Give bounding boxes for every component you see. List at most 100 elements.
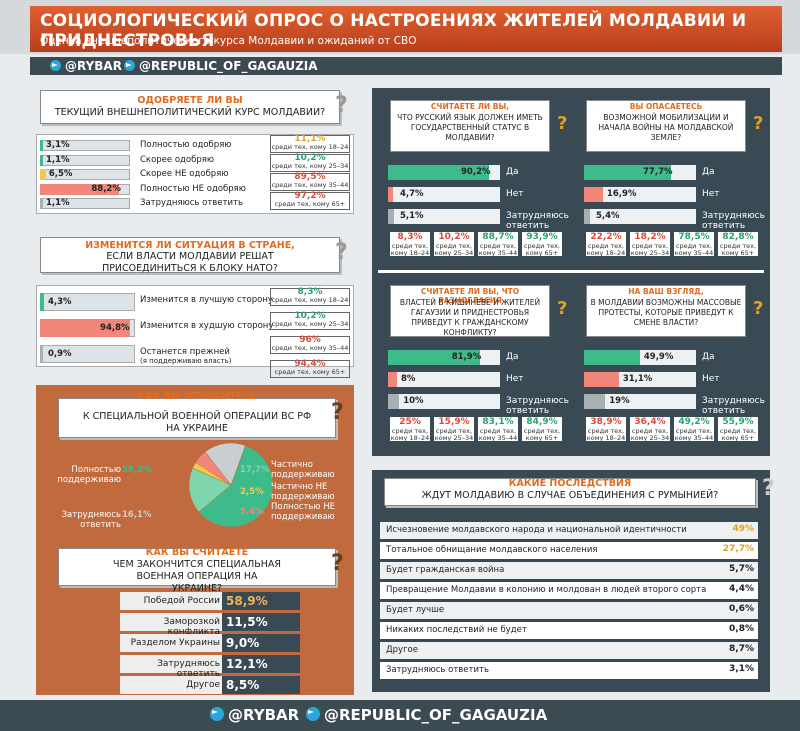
q2-stat-box — [270, 360, 350, 378]
q4-option-value: 9,0% — [226, 636, 260, 650]
q1-stat-box — [270, 173, 350, 191]
q1-title-a: ОДОБРЯЕТЕ ЛИ ВЫ — [137, 95, 243, 106]
telegram-icon — [210, 707, 224, 721]
q6-stat-box — [674, 232, 714, 256]
q3-slice-category: Частично поддерживаю — [271, 460, 335, 480]
q1-option-label: Полностью одобряю — [140, 140, 232, 150]
q3-slice-value: 5,4% — [240, 507, 264, 517]
q3-pie-slice — [198, 445, 274, 528]
q6-question-box — [586, 100, 746, 152]
q8-stat-age: среди тех, кому 18–24 — [586, 427, 626, 442]
q9-option-value: 0,8% — [729, 624, 754, 634]
q1-bar — [40, 198, 43, 209]
q4-value-bg — [222, 676, 300, 694]
q2-option-label: Изменится в худшую сторону — [140, 321, 274, 331]
q7-stat-age: среди тех, кому 25–34 — [434, 427, 474, 442]
handle-gagauzia-top[interactable]: @REPUBLIC_OF_GAGAUZIA — [124, 59, 318, 73]
q1-stat-age: среди тех, кому 65+ — [274, 200, 346, 208]
question-mark-icon: ? — [557, 298, 568, 319]
question-mark-icon: ? — [753, 113, 764, 134]
q9-option-value: 5,7% — [729, 564, 754, 574]
q6-bar — [584, 187, 603, 202]
q6-stat-age: среди тех, кому 35–44 — [674, 242, 714, 257]
q5-stat-age: среди тех, кому 25–34 — [434, 242, 474, 257]
q2-stat-value: 8,3% — [297, 287, 323, 297]
q1-question-box — [40, 90, 340, 124]
q8-title-b: В МОЛДАВИИ ВОЗМОЖНЫ МАССОВЫЕ ПРОТЕСТЫ, К… — [590, 298, 742, 327]
q9-row-bg — [380, 642, 758, 659]
q1-stat-box — [270, 135, 350, 153]
q5-stat-box — [522, 232, 562, 256]
question-mark-icon: ? — [331, 551, 344, 576]
q1-stat-box — [270, 154, 350, 172]
q9-row-bg — [380, 622, 758, 639]
q4-option-label: Победой России — [143, 596, 220, 606]
q4-option-value: 58,9% — [226, 594, 268, 608]
q8-bar — [584, 394, 606, 409]
q7-stat-box — [390, 417, 430, 441]
q8-bar-label: 49,9% — [643, 352, 674, 362]
q3-slice-category: Полностью НЕ поддерживаю — [271, 502, 336, 522]
q2-option-note: (я поддерживаю власть) — [140, 357, 232, 365]
q6-stat-box — [586, 232, 626, 256]
q7-bar-label: 10% — [403, 396, 424, 406]
q6-bar-label: 77,7% — [643, 167, 673, 177]
q5-question-box — [390, 100, 550, 152]
q1-stat-age: среди тех, кому 25–34 — [271, 162, 349, 170]
q2-stat-box — [270, 288, 350, 306]
q5-stat-box — [478, 232, 518, 256]
q8-bar — [584, 372, 619, 387]
q2-bar — [40, 345, 43, 363]
q5-bar-track — [388, 209, 500, 224]
q1-stat-box — [270, 192, 350, 210]
q9-option-label: Никаких последствий не будет — [386, 625, 527, 635]
q6-stat-age: среди тех, кому 65+ — [719, 242, 757, 257]
q1-bar-label: 6,5% — [48, 169, 73, 179]
q7-stat-box — [478, 417, 518, 441]
q7-bar-track — [388, 372, 500, 387]
q1-option-label: Скорее НЕ одобряю — [140, 169, 229, 179]
q9-option-label: Будет лучше — [386, 605, 445, 615]
q7-stat-box — [434, 417, 474, 441]
handle-rybar-top[interactable]: @RYBAR — [50, 59, 122, 73]
q1-stat-value: 97,2% — [294, 191, 326, 201]
q2-bar-label: 4,3% — [48, 297, 72, 307]
q8-question-box — [586, 285, 746, 337]
q9-title-a: КАКИЕ ПОСЛЕДСТВИЯ — [508, 478, 632, 489]
q6-bar-label: 5,4% — [596, 211, 620, 221]
q5-stat-age: среди тех, кому 18–24 — [390, 242, 430, 257]
q1-bar-label: 88,2% — [91, 183, 121, 194]
q6-stat-value: 82,8% — [722, 232, 754, 242]
q8-stat-age: среди тех, кому 65+ — [719, 427, 757, 442]
q5-bar — [388, 165, 490, 180]
q7-option-label: Затрудняюсь ответить — [506, 396, 569, 416]
q1-stat-value: 10,2% — [294, 153, 326, 163]
q4-option-label: Затрудняюсь ответить — [157, 659, 220, 679]
q6-stat-value: 18,2% — [634, 232, 666, 242]
q1-title-b: ТЕКУЩИЙ ВНЕШНЕПОЛИТИЧЕСКИЙ КУРС МОЛДАВИИ… — [54, 107, 326, 118]
q2-bar — [40, 293, 45, 311]
q5-stat-value: 10,2% — [438, 232, 470, 242]
q8-option-label: Нет — [702, 374, 720, 384]
q7-option-label: Да — [506, 352, 519, 362]
q9-option-label: Будет гражданская война — [386, 565, 505, 575]
q4-title-b: ЧЕМ ЗАКОНЧИТСЯ СПЕЦИАЛЬНАЯ ВОЕННАЯ ОПЕРА… — [112, 559, 282, 594]
q6-stat-value: 22,2% — [590, 232, 622, 242]
q7-title-b: ВЛАСТЕЙ В КИШИНЕВЕ И ЖИТЕЛЕЙ ГАГАУЗИИ И … — [399, 298, 541, 337]
q5-title-b: ЧТО РУССКИЙ ЯЗЫК ДОЛЖЕН ИМЕТЬ ГОСУДАРСТВ… — [397, 113, 543, 142]
handle-rybar-bottom[interactable]: @RYBAR — [210, 706, 299, 724]
handle-gagauzia-bottom[interactable]: @REPUBLIC_OF_GAGAUZIA — [306, 706, 547, 724]
q7-stat-box — [522, 417, 562, 441]
handles-bar-top — [30, 57, 782, 75]
q7-stat-value: 25% — [399, 417, 421, 427]
q6-bar-track — [584, 209, 696, 224]
q3-slice-category: Частично НЕ поддерживаю — [271, 482, 335, 502]
q8-stat-value: 55,9% — [722, 417, 754, 427]
q7-title-a: СЧИТАЕТЕ ЛИ ВЫ, ЧТО РАЗНОГЛАСИЯ — [420, 287, 520, 305]
telegram-icon — [124, 60, 135, 71]
q5-stat-box — [434, 232, 474, 256]
q2-stat-value: 94,4% — [294, 359, 326, 369]
q8-bar-label: 31,1% — [622, 374, 653, 384]
q9-row-bg — [380, 562, 758, 579]
q4-value-bg — [222, 613, 300, 631]
